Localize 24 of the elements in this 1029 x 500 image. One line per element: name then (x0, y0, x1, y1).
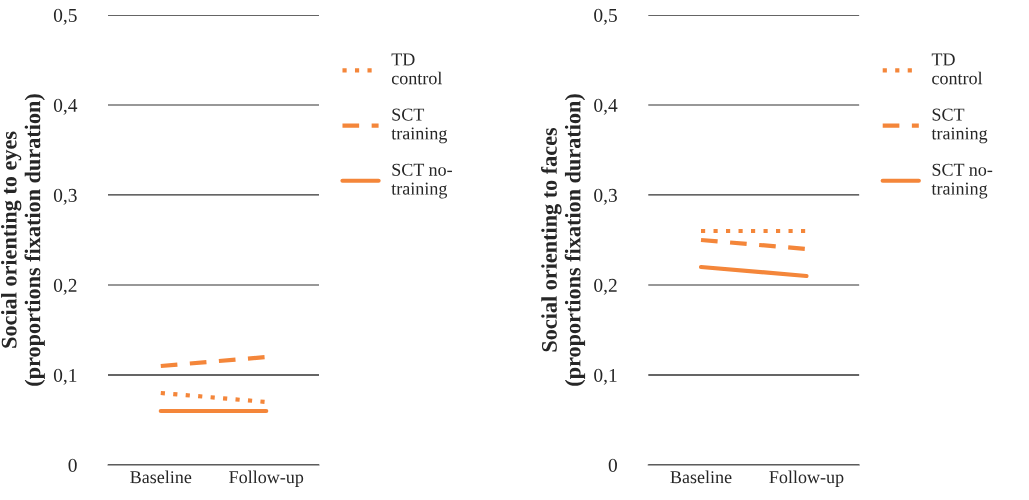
x-tick-label: Baseline (670, 470, 732, 484)
legend-label: SCT no- training (931, 163, 993, 199)
y-tick-label: 0,1 (53, 368, 77, 385)
y-tick-label: 0 (68, 458, 77, 472)
x-tick-label: Follow-up (769, 470, 844, 487)
x-tick-label: Follow-up (229, 470, 304, 487)
y-axis-title: Social orienting to eyes (proportions fixation duration) (1, 94, 45, 386)
y-tick-label: 0,4 (594, 98, 618, 115)
legend-label: SCT no- training (391, 163, 452, 199)
y-tick-label: 0,5 (53, 8, 77, 25)
legend-label: TD control (391, 53, 443, 85)
y-tick-label: 0,3 (53, 188, 77, 205)
legend-label: SCT training (931, 108, 988, 144)
y-tick-label: 0,2 (53, 278, 77, 295)
y-tick-label: 0,4 (53, 98, 78, 115)
y-tick-label: 0,5 (594, 8, 617, 25)
x-tick-label: Baseline (130, 470, 192, 484)
legend-label: SCT training (391, 108, 448, 144)
y-tick-label: 0,1 (594, 368, 617, 385)
legend-label: TD control (931, 53, 983, 85)
y-tick-label: 0,3 (594, 188, 617, 205)
y-tick-label: 0,2 (594, 278, 617, 295)
y-tick-label: 0 (608, 458, 617, 472)
y-axis-title: Social orienting to faces (proportions fixation duration) (541, 94, 586, 386)
